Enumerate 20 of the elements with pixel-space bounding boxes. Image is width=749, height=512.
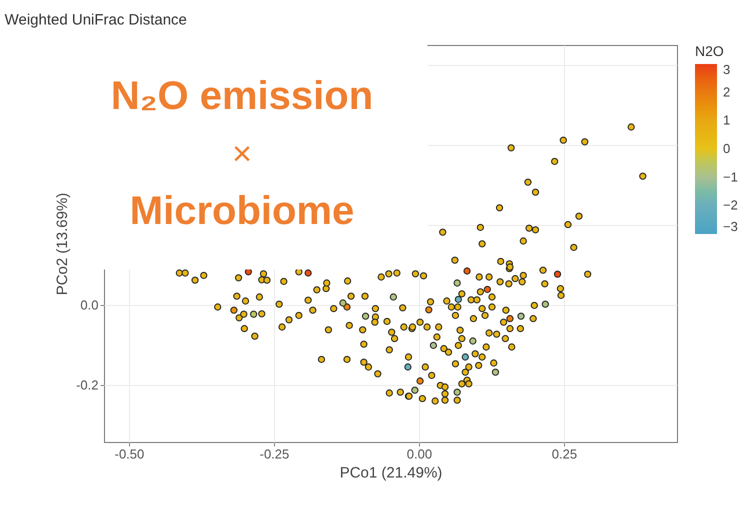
color-bar-label: −2 bbox=[723, 198, 738, 213]
y-axis-title: PCo2 (13.69%) bbox=[54, 192, 72, 296]
color-bar-label: 3 bbox=[723, 62, 730, 77]
x-tick-label: -0.50 bbox=[114, 446, 144, 462]
y-tick-label: -0.2 bbox=[76, 378, 98, 392]
annotation: × bbox=[232, 135, 252, 173]
x-axis-title: PCo1 (21.49%) bbox=[340, 464, 442, 482]
color-bar-label: 1 bbox=[723, 112, 730, 128]
chart-title: Weighted UniFrac Distance bbox=[4, 12, 187, 28]
color-bar-label: −1 bbox=[723, 169, 738, 184]
x-tick-label: -0.25 bbox=[260, 446, 290, 462]
x-tick-label: 0.25 bbox=[552, 446, 578, 462]
color-bar-label: 2 bbox=[723, 84, 730, 100]
color-bar-label: 0 bbox=[723, 141, 730, 156]
color-bar-title: N2O bbox=[695, 43, 724, 59]
x-tick-label: 0.00 bbox=[406, 446, 432, 462]
annotation: Microbiome bbox=[130, 189, 354, 233]
color-bar-label: −3 bbox=[723, 219, 738, 234]
annotation: N₂O emission bbox=[110, 74, 374, 118]
y-tick-label: 0.0 bbox=[80, 298, 98, 312]
